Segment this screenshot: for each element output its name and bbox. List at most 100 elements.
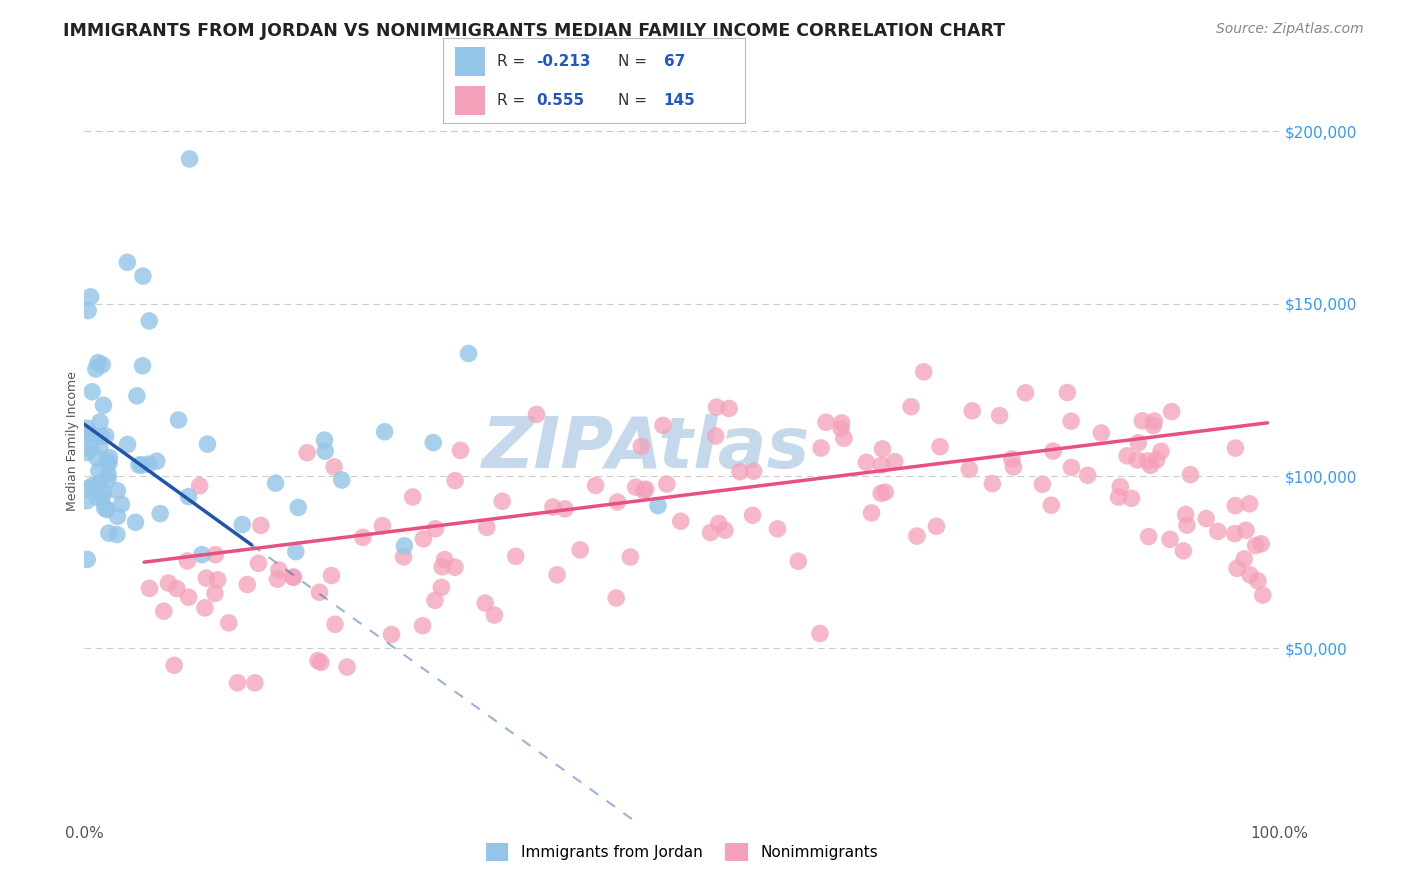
Point <box>188 479 211 493</box>
Point <box>179 152 201 166</box>
Point <box>93 501 115 516</box>
Point <box>1139 458 1161 473</box>
Point <box>707 516 730 531</box>
Point <box>787 554 810 568</box>
Point <box>226 675 249 690</box>
Point <box>128 458 150 472</box>
Point <box>295 446 318 460</box>
Point <box>450 443 472 458</box>
Point <box>1042 444 1064 458</box>
Point <box>197 437 219 451</box>
Point <box>457 346 479 360</box>
Point <box>243 675 266 690</box>
Point <box>444 474 467 488</box>
Point <box>204 548 226 562</box>
Text: N =: N = <box>619 93 652 108</box>
Point <box>77 428 100 442</box>
Point <box>145 454 167 468</box>
Point <box>314 433 336 447</box>
Point <box>1143 414 1166 428</box>
Point <box>1014 385 1036 400</box>
Point <box>163 658 186 673</box>
Point <box>1223 526 1246 541</box>
Point <box>314 444 336 458</box>
Point <box>1001 452 1024 467</box>
Point <box>1031 477 1053 491</box>
Point <box>1128 435 1150 450</box>
Point <box>830 421 852 435</box>
Point <box>606 495 628 509</box>
Point <box>191 548 214 562</box>
Point <box>1121 491 1143 506</box>
Text: Source: ZipAtlas.com: Source: ZipAtlas.com <box>1216 22 1364 37</box>
Point <box>430 580 453 594</box>
Point <box>1126 453 1149 467</box>
Point <box>1173 544 1195 558</box>
Point <box>1159 533 1181 547</box>
Point <box>652 418 675 433</box>
Point <box>1244 539 1267 553</box>
Point <box>742 464 765 478</box>
Point <box>1239 568 1261 582</box>
Point <box>1234 523 1257 537</box>
Point <box>655 477 678 491</box>
Point <box>1150 444 1173 458</box>
Point <box>167 413 190 427</box>
Point <box>86 491 108 505</box>
Point <box>287 500 309 515</box>
Text: -0.213: -0.213 <box>537 54 591 69</box>
Point <box>267 563 290 577</box>
Point <box>605 591 627 605</box>
Point <box>1060 414 1083 428</box>
Point <box>136 457 159 471</box>
Point <box>84 362 107 376</box>
Point <box>669 514 692 528</box>
Point <box>374 425 396 439</box>
Point <box>704 429 727 443</box>
Point <box>875 485 897 500</box>
Point <box>195 571 218 585</box>
Point <box>371 518 394 533</box>
Point <box>1180 467 1202 482</box>
Point <box>1175 518 1198 533</box>
Bar <box>456 86 485 114</box>
Point <box>394 539 416 553</box>
Point <box>546 567 568 582</box>
Point <box>194 600 217 615</box>
Point <box>1174 508 1197 522</box>
Point <box>330 473 353 487</box>
Point <box>422 435 444 450</box>
Point <box>1040 498 1063 512</box>
Point <box>266 572 288 586</box>
Text: 67: 67 <box>664 54 685 69</box>
Point <box>444 560 467 574</box>
Point <box>87 476 110 491</box>
Point <box>1077 468 1099 483</box>
Point <box>870 486 893 500</box>
Point <box>380 627 402 641</box>
Point <box>166 582 188 596</box>
Point <box>80 427 103 442</box>
Point <box>117 255 139 269</box>
Point <box>960 404 983 418</box>
Point <box>91 490 114 504</box>
Point <box>860 506 883 520</box>
Point <box>832 431 855 445</box>
Point <box>1247 574 1270 588</box>
Legend: Immigrants from Jordan, Nonimmigrants: Immigrants from Jordan, Nonimmigrants <box>481 838 883 866</box>
Point <box>929 440 952 454</box>
Point <box>91 358 114 372</box>
Text: 0.555: 0.555 <box>537 93 585 108</box>
Point <box>1130 414 1153 428</box>
Point <box>91 485 114 500</box>
Bar <box>456 47 485 76</box>
Point <box>86 451 108 466</box>
Point <box>1002 459 1025 474</box>
Point <box>76 552 98 566</box>
Point <box>585 478 607 492</box>
Point <box>706 400 728 414</box>
Y-axis label: Median Family Income: Median Family Income <box>66 372 79 511</box>
Text: 145: 145 <box>664 93 696 108</box>
Point <box>76 421 98 435</box>
Point <box>423 593 446 607</box>
